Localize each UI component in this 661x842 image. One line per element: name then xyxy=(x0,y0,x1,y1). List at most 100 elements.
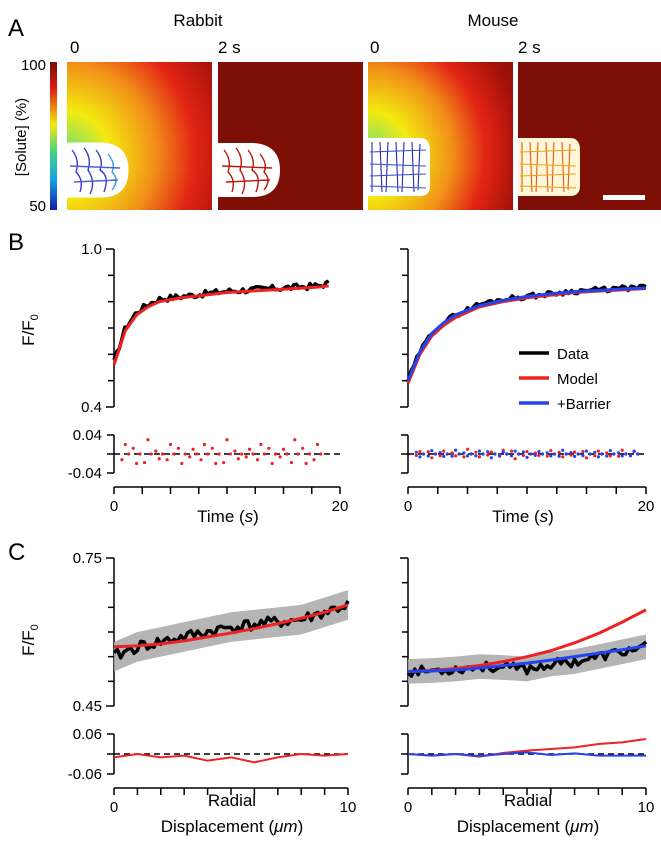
residual-point-barrier xyxy=(576,452,580,456)
x-tick-label-start: 0 xyxy=(110,498,118,515)
residual-point-model xyxy=(315,442,319,447)
residual-point-model xyxy=(248,447,252,451)
residual-point-model xyxy=(251,452,255,456)
series-data xyxy=(406,283,647,382)
residual-point-model xyxy=(222,460,226,465)
residual-point-barrier xyxy=(564,452,568,456)
panel-b-xlabel-rabbit: Time (s) xyxy=(197,507,259,526)
residual-point-barrier xyxy=(549,454,553,458)
residual-point-model xyxy=(301,446,305,450)
x-tick-label-end: 10 xyxy=(638,799,655,816)
legend: Data Model +Barrier xyxy=(519,346,611,413)
residual-point-barrier xyxy=(462,451,466,455)
residual-point-model xyxy=(138,452,142,456)
residual-point-barrier xyxy=(438,450,442,455)
residual-point-model xyxy=(225,438,229,442)
residual-point-barrier xyxy=(617,451,621,455)
residual-point-model xyxy=(131,446,135,450)
residual-point-model xyxy=(285,452,289,456)
chart-b-rabbit: 1.0 0.4 0.04 -0.04 0 20 xyxy=(68,241,349,515)
panel-c-letter: C xyxy=(8,539,25,566)
residual-point-model xyxy=(273,452,278,456)
residual-point-model xyxy=(157,457,161,461)
legend-item-barrier: +Barrier xyxy=(519,396,611,413)
residual-point-model xyxy=(206,452,210,456)
residual-point-barrier xyxy=(454,448,458,452)
residual-point-barrier xyxy=(521,450,526,454)
residual-point-barrier xyxy=(569,450,573,455)
residual-point-barrier xyxy=(537,450,541,454)
residual-point-barrier xyxy=(433,452,437,456)
residual-point-model xyxy=(545,454,549,458)
residual-point-model xyxy=(537,453,541,458)
residual-point-model xyxy=(289,460,294,465)
panel-c-ylabel: F/F0 xyxy=(19,624,41,656)
colorbar-label: [Solute] (%) xyxy=(13,98,30,176)
residual-point-barrier xyxy=(525,455,529,459)
scale-bar xyxy=(603,195,645,200)
residual-point-model xyxy=(584,456,589,460)
residual-point-barrier xyxy=(501,450,505,454)
panel-b-letter: B xyxy=(8,229,24,256)
x-tick-label-start: 0 xyxy=(404,498,412,515)
series-model xyxy=(406,287,647,384)
residual-point-barrier xyxy=(469,452,473,456)
residual-point-barrier xyxy=(505,452,509,456)
species-title-rabbit: Rabbit xyxy=(173,11,222,30)
residual-point-model xyxy=(244,455,248,459)
series-barrier xyxy=(407,644,647,673)
residual-point-model xyxy=(146,438,150,442)
data-error-band xyxy=(114,590,348,672)
residual-point-model xyxy=(462,455,466,459)
panel-c: C F/F0 0.75 0.45 0.06 -0.06 0 10 0 10 Radial D… xyxy=(8,539,654,836)
residual-point-model xyxy=(549,449,553,453)
residual-point-barrier xyxy=(581,454,585,458)
frame-label-mouse-0: 0 xyxy=(370,38,379,57)
residual-point-barrier xyxy=(596,455,601,459)
residual-point-barrier xyxy=(509,454,514,458)
residual-point-barrier xyxy=(442,454,446,458)
series-model xyxy=(112,284,329,366)
residual-point-model xyxy=(194,452,199,456)
residual-point-model xyxy=(450,451,454,455)
residual-point-model xyxy=(267,446,271,450)
residual-point-barrier xyxy=(421,452,426,456)
residual-point-barrier xyxy=(474,454,478,458)
lens-outline-mouse-0s xyxy=(368,138,430,196)
residual-point-model xyxy=(593,454,597,458)
residual-point-model xyxy=(293,438,297,442)
lens-fibers-mouse-2s xyxy=(519,141,577,193)
x-tick-label-end: 20 xyxy=(638,498,655,515)
residual-point-model xyxy=(489,450,493,454)
residual-point-model xyxy=(617,454,621,458)
residual-point-barrier xyxy=(632,449,636,453)
chart-c-rabbit: 0.75 0.45 0.06 -0.06 0 10 xyxy=(68,550,357,816)
residual-point-model xyxy=(307,452,312,456)
residual-point-model xyxy=(513,457,517,461)
residual-line-barrier xyxy=(407,751,646,758)
residual-point-model xyxy=(176,446,181,450)
residual-point-barrier xyxy=(557,454,561,458)
residual-point-barrier xyxy=(612,452,616,456)
x-tick-label-end: 10 xyxy=(340,799,357,816)
residual-tick-label-bottom: -0.04 xyxy=(68,465,102,482)
frame-label-mouse-2s: 2 s xyxy=(518,38,541,57)
x-tick-label-end: 20 xyxy=(332,498,349,515)
residual-point-model xyxy=(304,461,308,466)
residual-point-model xyxy=(191,447,195,451)
residual-point-model xyxy=(438,454,442,458)
residual-point-model xyxy=(188,455,192,459)
residual-point-model xyxy=(259,442,263,447)
residual-point-model xyxy=(214,461,218,466)
species-title-mouse: Mouse xyxy=(467,11,518,30)
residual-point-barrier xyxy=(450,454,454,458)
lens-fibers-mouse-0s xyxy=(369,141,427,193)
residual-point-model xyxy=(180,461,184,466)
lens-fibers-rabbit-0s xyxy=(69,147,121,195)
legend-item-model: Model xyxy=(519,371,598,388)
residual-point-model xyxy=(486,453,490,457)
series-model xyxy=(113,603,349,649)
residual-point-model xyxy=(561,455,565,459)
chart-c-mouse: 0 10 xyxy=(400,557,655,816)
residual-point-model xyxy=(465,447,470,451)
